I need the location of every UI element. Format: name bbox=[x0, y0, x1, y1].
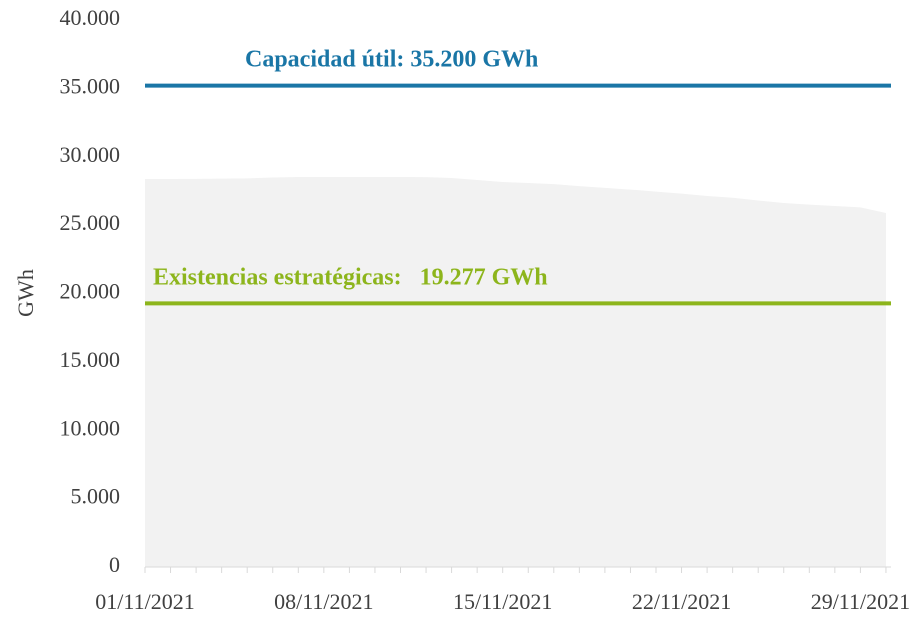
reference-label: Existencias estratégicas: 19.277 GWh bbox=[153, 265, 548, 291]
y-tick-label: 25.000 bbox=[60, 210, 121, 235]
area bbox=[145, 176, 886, 567]
x-tick-label: 08/11/2021 bbox=[274, 589, 373, 614]
y-tick-label: 10.000 bbox=[60, 415, 121, 440]
x-tick-label: 01/11/2021 bbox=[95, 589, 194, 614]
x-tick-label: 22/11/2021 bbox=[632, 589, 731, 614]
x-tick-label: 15/11/2021 bbox=[453, 589, 552, 614]
y-tick-label: 35.000 bbox=[60, 73, 121, 98]
y-tick-label: 30.000 bbox=[60, 142, 121, 167]
y-tick-label: 5.000 bbox=[71, 484, 121, 509]
x-tick-label: 29/11/2021 bbox=[811, 589, 910, 614]
y-tick-label: 15.000 bbox=[60, 347, 121, 372]
y-tick-label: 0 bbox=[109, 552, 120, 577]
y-axis-label: GWh bbox=[13, 269, 38, 317]
reference-label: Capacidad útil: 35.200 GWh bbox=[245, 47, 538, 73]
y-tick-label: 20.000 bbox=[60, 279, 121, 304]
y-tick-label: 40.000 bbox=[60, 5, 121, 30]
